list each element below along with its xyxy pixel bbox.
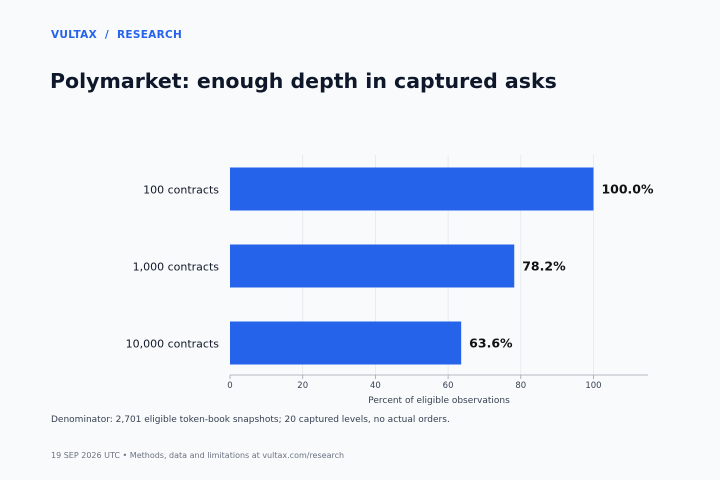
x-tick-label-40: 40 <box>370 381 381 391</box>
breadcrumb: VULTAX / RESEARCH <box>51 29 182 41</box>
value-label-3: 63.6% <box>469 336 513 351</box>
bars: 100 contracts 100.0% 1,000 contracts 78.2% 1… <box>126 167 654 365</box>
brand-label: VULTAX <box>51 29 97 41</box>
x-tick-label-80: 80 <box>515 381 526 391</box>
category-label-2: 1,000 contracts <box>133 261 220 274</box>
bar-2 <box>230 244 515 288</box>
footer-text: 19 SEP 2026 UTC • Methods, data and limi… <box>51 451 345 460</box>
x-tick-label-0: 0 <box>227 381 232 391</box>
x-tick-label-20: 20 <box>297 381 308 391</box>
bar-3 <box>230 321 462 365</box>
x-tick-label-100: 100 <box>585 381 601 391</box>
bar-1 <box>230 167 594 211</box>
breadcrumb-separator: / <box>104 29 110 41</box>
category-label-1: 100 contracts <box>143 184 219 197</box>
page-title: Polymarket: enough depth in captured ask… <box>50 69 557 93</box>
x-axis-label: Percent of eligible observations <box>368 396 510 406</box>
x-axis: 0 20 40 60 80 100 <box>227 374 648 391</box>
denominator-note: Denominator: 2,701 eligible token-book s… <box>51 415 450 425</box>
x-tick-label-60: 60 <box>443 381 454 391</box>
category-label-3: 10,000 contracts <box>126 338 220 351</box>
value-label-2: 78.2% <box>522 259 566 274</box>
value-label-1: 100.0% <box>601 182 654 197</box>
section-label: RESEARCH <box>116 29 183 41</box>
